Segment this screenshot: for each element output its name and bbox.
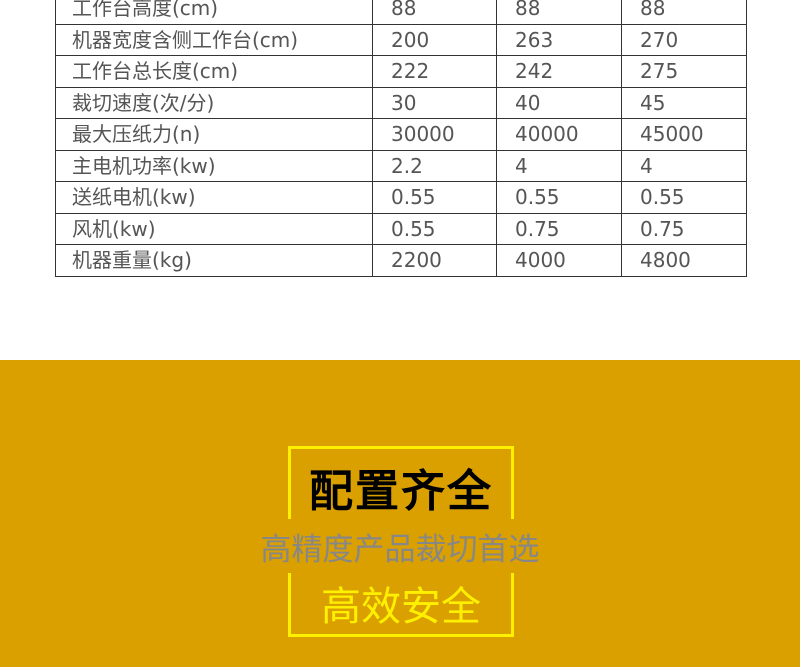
table-row: 最大压纸力(n) 30000 40000 45000 <box>55 118 747 151</box>
spec-value: 40000 <box>496 118 622 151</box>
spec-value: 0.55 <box>621 181 747 214</box>
frame-top-decoration <box>288 446 514 519</box>
table-row: 裁切速度(次/分) 30 40 45 <box>55 86 747 119</box>
table-row: 主电机功率(kw) 2.2 4 4 <box>55 149 747 182</box>
spec-value: 30000 <box>372 118 497 151</box>
spec-label: 送纸电机(kw) <box>55 181 373 214</box>
spec-value: 4 <box>496 149 622 182</box>
feature-banner <box>0 360 800 667</box>
spec-value: 45 <box>621 86 747 119</box>
spec-value: 200 <box>372 23 497 56</box>
table-row: 工作台总长度(cm) 222 242 275 <box>55 55 747 88</box>
table-row: 风机(kw) 0.55 0.75 0.75 <box>55 212 747 245</box>
spec-value: 88 <box>621 0 747 25</box>
spec-value: 2200 <box>372 244 497 277</box>
spec-value: 4800 <box>621 244 747 277</box>
spec-value: 0.55 <box>496 181 622 214</box>
spec-value: 0.75 <box>496 212 622 245</box>
spec-label: 主电机功率(kw) <box>55 149 373 182</box>
spec-label: 机器重量(kg) <box>55 244 373 277</box>
spec-value: 30 <box>372 86 497 119</box>
spec-value: 275 <box>621 55 747 88</box>
spec-table: 工作台高度(cm) 88 88 88 机器宽度含侧工作台(cm) 200 263 270 工作台… <box>55 0 747 277</box>
table-row: 机器宽度含侧工作台(cm) 200 263 270 <box>55 23 747 56</box>
spec-label: 风机(kw) <box>55 212 373 245</box>
spec-value: 40 <box>496 86 622 119</box>
table-row: 机器重量(kg) 2200 4000 4800 <box>55 244 747 277</box>
spec-value: 0.55 <box>372 181 497 214</box>
spec-label: 机器宽度含侧工作台(cm) <box>55 23 373 56</box>
spec-value: 263 <box>496 23 622 56</box>
spec-label: 裁切速度(次/分) <box>55 86 373 119</box>
frame-bottom-decoration <box>288 573 514 637</box>
spec-value: 270 <box>621 23 747 56</box>
spec-label: 最大压纸力(n) <box>55 118 373 151</box>
feature-tagline: 高效安全 <box>321 584 481 630</box>
spec-label: 工作台高度(cm) <box>55 0 373 25</box>
spec-value: 242 <box>496 55 622 88</box>
spec-value: 4000 <box>496 244 622 277</box>
feature-subtitle: 高精度产品裁切首选 <box>260 532 540 568</box>
spec-value: 4 <box>621 149 747 182</box>
feature-title: 配置齐全 <box>309 466 493 517</box>
spec-value: 88 <box>372 0 497 25</box>
table-row: 工作台高度(cm) 88 88 88 <box>55 0 747 25</box>
spec-value: 222 <box>372 55 497 88</box>
table-row: 送纸电机(kw) 0.55 0.55 0.55 <box>55 181 747 214</box>
spec-label: 工作台总长度(cm) <box>55 55 373 88</box>
spec-value: 0.75 <box>621 212 747 245</box>
spec-value: 0.55 <box>372 212 497 245</box>
spec-value: 2.2 <box>372 149 497 182</box>
spec-value: 45000 <box>621 118 747 151</box>
spec-value: 88 <box>496 0 622 25</box>
